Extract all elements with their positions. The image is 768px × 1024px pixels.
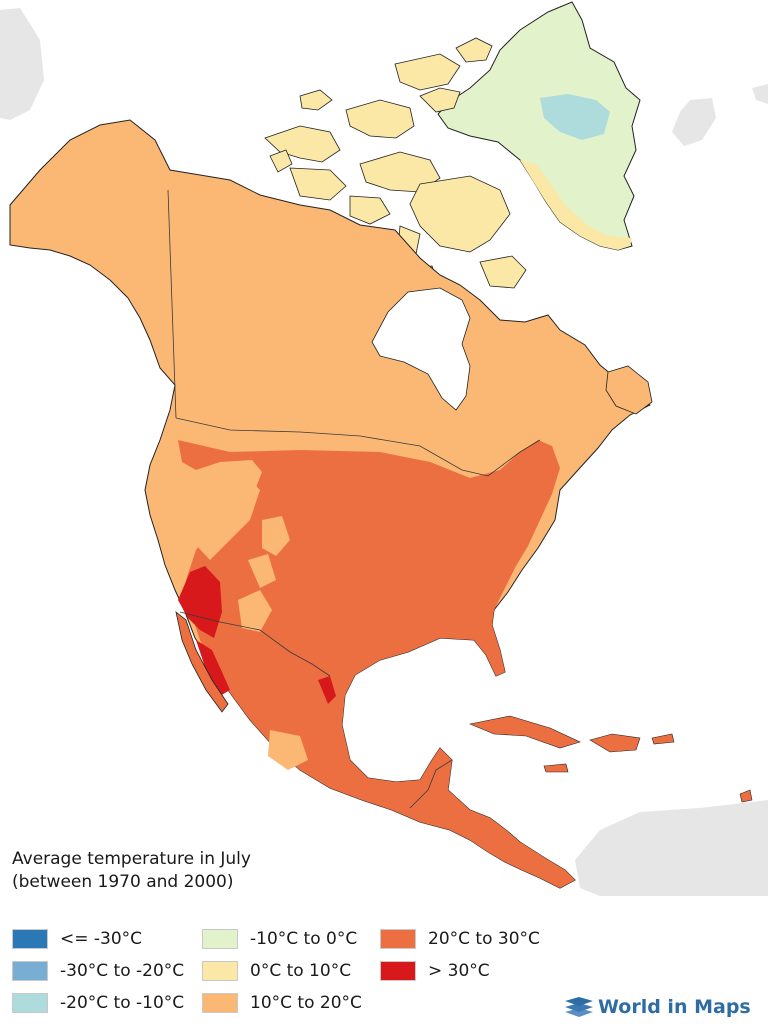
arctic-archipelago <box>264 37 527 293</box>
legend-item-0-to-10: 0°C to 10°C <box>202 960 351 982</box>
legend-label: <= -30°C <box>60 929 143 949</box>
globe-layers-icon <box>565 997 593 1017</box>
legend-item-minus-20-to-minus-10: -20°C to -10°C <box>12 992 184 1014</box>
legend-item-minus-10-to-0: -10°C to 0°C <box>202 928 357 950</box>
legend-item-10-to-20: 10°C to 20°C <box>202 992 362 1014</box>
legend-item-gt-30: > 30°C <box>380 960 490 982</box>
legend-item-minus-30-to-minus-20: -30°C to -20°C <box>12 960 184 982</box>
legend-label: > 30°C <box>428 961 490 981</box>
legend-item-le-minus-30: <= -30°C <box>12 928 142 950</box>
legend-swatch <box>380 929 416 949</box>
legend-swatch <box>12 993 48 1013</box>
legend-item-20-to-30: 20°C to 30°C <box>380 928 540 950</box>
map-title-line2: (between 1970 and 2000) <box>12 872 234 892</box>
neighbouring-land <box>0 8 768 896</box>
map-title-line1: Average temperature in July <box>12 849 251 869</box>
legend-label: 0°C to 10°C <box>250 961 352 981</box>
legend: <= -30°C -30°C to -20°C -20°C to -10°C -… <box>0 926 768 1018</box>
legend-swatch <box>12 929 48 949</box>
mainland <box>9 119 753 889</box>
brand-name: World in Maps <box>598 996 751 1018</box>
legend-label: 20°C to 30°C <box>428 929 540 949</box>
legend-label: 10°C to 20°C <box>250 993 362 1013</box>
map-title: Average temperature in July (between 197… <box>12 848 251 894</box>
legend-label: -10°C to 0°C <box>250 929 358 949</box>
legend-label: -30°C to -20°C <box>60 961 185 981</box>
legend-swatch <box>202 961 238 981</box>
world-in-maps-logo: World in Maps <box>564 994 751 1020</box>
legend-swatch <box>12 961 48 981</box>
legend-swatch <box>202 993 238 1013</box>
legend-swatch <box>380 961 416 981</box>
legend-label: -20°C to -10°C <box>60 993 185 1013</box>
legend-swatch <box>202 929 238 949</box>
